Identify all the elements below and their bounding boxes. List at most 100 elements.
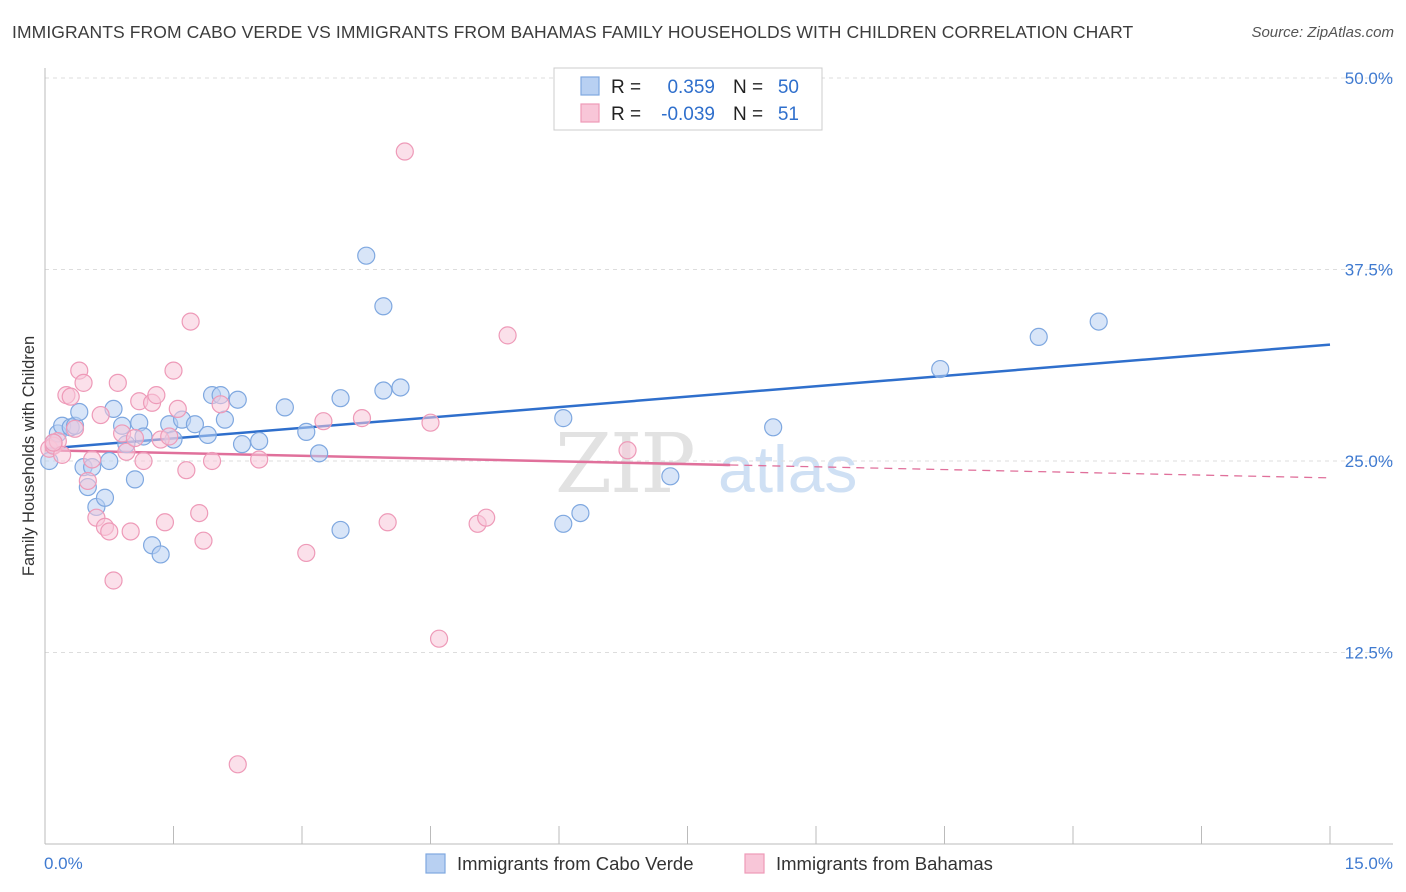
bottom-legend-swatch-0 [425, 853, 446, 874]
y-tick-label: 25.0% [1345, 452, 1393, 471]
bottom-legend-label-0: Immigrants from Cabo Verde [457, 853, 693, 874]
chart-title: IMMIGRANTS FROM CABO VERDE VS IMMIGRANTS… [12, 22, 1134, 42]
y-tick-label: 50.0% [1345, 69, 1393, 88]
point-bahamas [228, 755, 247, 774]
point-bahamas [202, 451, 222, 471]
y-tick-label: 12.5% [1345, 644, 1393, 663]
x-tick-label-max: 15.0% [1345, 854, 1393, 873]
point-cabo-verde [250, 431, 269, 451]
point-cabo-verde [228, 390, 247, 409]
point-bahamas [477, 508, 496, 527]
point-cabo-verde [554, 514, 573, 533]
trend-line-1 [44, 449, 731, 467]
point-cabo-verde [275, 398, 294, 417]
point-bahamas [100, 522, 119, 541]
source-note: Source: ZipAtlas.com [1251, 24, 1394, 41]
point-bahamas [121, 522, 140, 541]
x-tick-label-min: 0.0% [44, 854, 83, 873]
point-cabo-verde [1089, 312, 1108, 331]
point-cabo-verde [95, 488, 115, 507]
point-bahamas [104, 571, 123, 590]
point-bahamas [314, 412, 333, 431]
legend-n-label-1: N = [733, 104, 763, 125]
trend-line-0 [44, 343, 1331, 450]
point-bahamas [429, 629, 449, 648]
point-cabo-verde [764, 418, 783, 437]
point-cabo-verde [125, 470, 145, 489]
legend-r-label-0: R = [611, 77, 641, 98]
point-bahamas [74, 373, 93, 392]
point-bahamas [164, 361, 183, 380]
point-bahamas [421, 413, 440, 432]
point-bahamas [297, 543, 316, 563]
point-cabo-verde [571, 503, 590, 523]
point-bahamas [83, 450, 102, 469]
point-bahamas [194, 531, 213, 550]
bottom-legend: Immigrants from Cabo Verde Immigrants fro… [425, 853, 993, 874]
point-cabo-verde [331, 520, 350, 540]
point-cabo-verde [1029, 327, 1048, 347]
point-bahamas [177, 461, 196, 480]
point-cabo-verde [70, 402, 89, 422]
legend-n-value-0: 50 [778, 77, 799, 98]
bottom-legend-label-1: Immigrants from Bahamas [776, 853, 993, 874]
point-cabo-verde [554, 409, 573, 428]
point-bahamas [78, 471, 97, 491]
point-bahamas [155, 513, 175, 532]
point-bahamas [181, 312, 200, 331]
point-cabo-verde [931, 359, 950, 379]
point-bahamas [147, 386, 166, 405]
legend-r-label-1: R = [611, 104, 641, 125]
legend-n-value-1: 51 [778, 104, 799, 125]
point-bahamas [65, 419, 85, 438]
legend: R = 0.359 N = 50 R = -0.039 N = 51 [553, 67, 823, 131]
watermark: ZIP atlas [555, 417, 857, 512]
point-bahamas [190, 503, 209, 523]
point-bahamas [250, 450, 269, 469]
legend-r-value-1: -0.039 [661, 104, 715, 125]
point-cabo-verde [100, 451, 119, 471]
point-bahamas [117, 442, 136, 461]
point-bahamas [618, 441, 637, 460]
point-cabo-verde [357, 246, 376, 265]
data-points [40, 142, 1108, 774]
point-cabo-verde [297, 422, 316, 441]
y-tick-label: 37.5% [1345, 261, 1393, 280]
point-bahamas [168, 399, 187, 419]
point-bahamas [108, 373, 127, 392]
point-cabo-verde [185, 415, 205, 434]
point-cabo-verde [215, 410, 234, 429]
point-bahamas [498, 326, 517, 345]
point-bahamas [378, 513, 397, 532]
point-cabo-verde [331, 389, 350, 408]
point-bahamas [352, 409, 372, 428]
point-bahamas [61, 387, 80, 406]
legend-swatch-1 [580, 103, 600, 123]
gridlines [45, 77, 1393, 653]
watermark-atlas: atlas [718, 432, 857, 506]
point-bahamas [211, 395, 230, 414]
legend-swatch-0 [580, 76, 600, 96]
point-cabo-verde [391, 378, 410, 397]
y-axis-label: Family Households with Children [20, 336, 38, 576]
point-bahamas [395, 142, 414, 161]
point-cabo-verde [374, 297, 393, 316]
legend-n-label-0: N = [733, 77, 763, 98]
point-bahamas [91, 405, 110, 425]
point-cabo-verde [198, 425, 217, 445]
trend-lines [44, 343, 1331, 479]
point-bahamas [160, 427, 179, 446]
point-cabo-verde [232, 435, 252, 454]
trend-line-dashed-1 [730, 464, 1331, 479]
point-bahamas [125, 428, 145, 448]
legend-r-value-0: 0.359 [667, 77, 715, 98]
point-cabo-verde [310, 444, 329, 463]
bottom-legend-swatch-1 [744, 853, 765, 874]
point-cabo-verde [151, 545, 170, 564]
point-bahamas [44, 433, 63, 452]
tick-labels: 12.5% 25.0% 37.5% 50.0% 0.0% 15.0% [44, 69, 1393, 873]
point-cabo-verde [374, 381, 393, 400]
point-cabo-verde [661, 467, 680, 486]
point-bahamas [134, 451, 153, 471]
